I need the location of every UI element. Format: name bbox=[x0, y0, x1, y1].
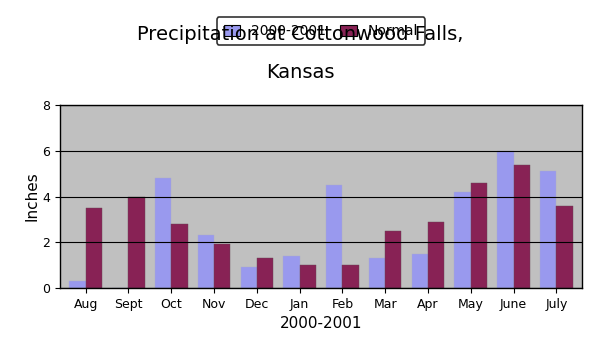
Bar bbox=[283, 256, 299, 288]
Bar bbox=[86, 208, 102, 288]
Text: Kansas: Kansas bbox=[266, 63, 334, 82]
Y-axis label: Inches: Inches bbox=[25, 172, 40, 221]
Bar bbox=[385, 231, 401, 288]
Bar bbox=[257, 258, 273, 288]
Text: Precipitation at Cottonwood Falls,: Precipitation at Cottonwood Falls, bbox=[137, 25, 463, 44]
Bar bbox=[540, 172, 556, 288]
X-axis label: 2000-2001: 2000-2001 bbox=[280, 316, 362, 331]
Bar bbox=[171, 224, 188, 288]
Bar bbox=[428, 222, 444, 288]
Bar bbox=[471, 183, 487, 288]
Bar bbox=[412, 253, 428, 288]
Bar bbox=[299, 265, 316, 288]
Bar bbox=[343, 265, 359, 288]
Bar bbox=[128, 197, 145, 288]
Legend: 2000-2001, Normal: 2000-2001, Normal bbox=[217, 17, 425, 45]
Bar bbox=[454, 192, 471, 288]
Bar bbox=[497, 151, 514, 288]
Bar bbox=[241, 267, 257, 288]
Bar bbox=[514, 165, 530, 288]
Bar bbox=[556, 206, 572, 288]
Bar bbox=[369, 258, 385, 288]
Bar bbox=[70, 281, 86, 288]
Bar bbox=[326, 185, 343, 288]
Bar bbox=[214, 244, 230, 288]
Bar bbox=[155, 178, 171, 288]
Bar bbox=[198, 236, 214, 288]
